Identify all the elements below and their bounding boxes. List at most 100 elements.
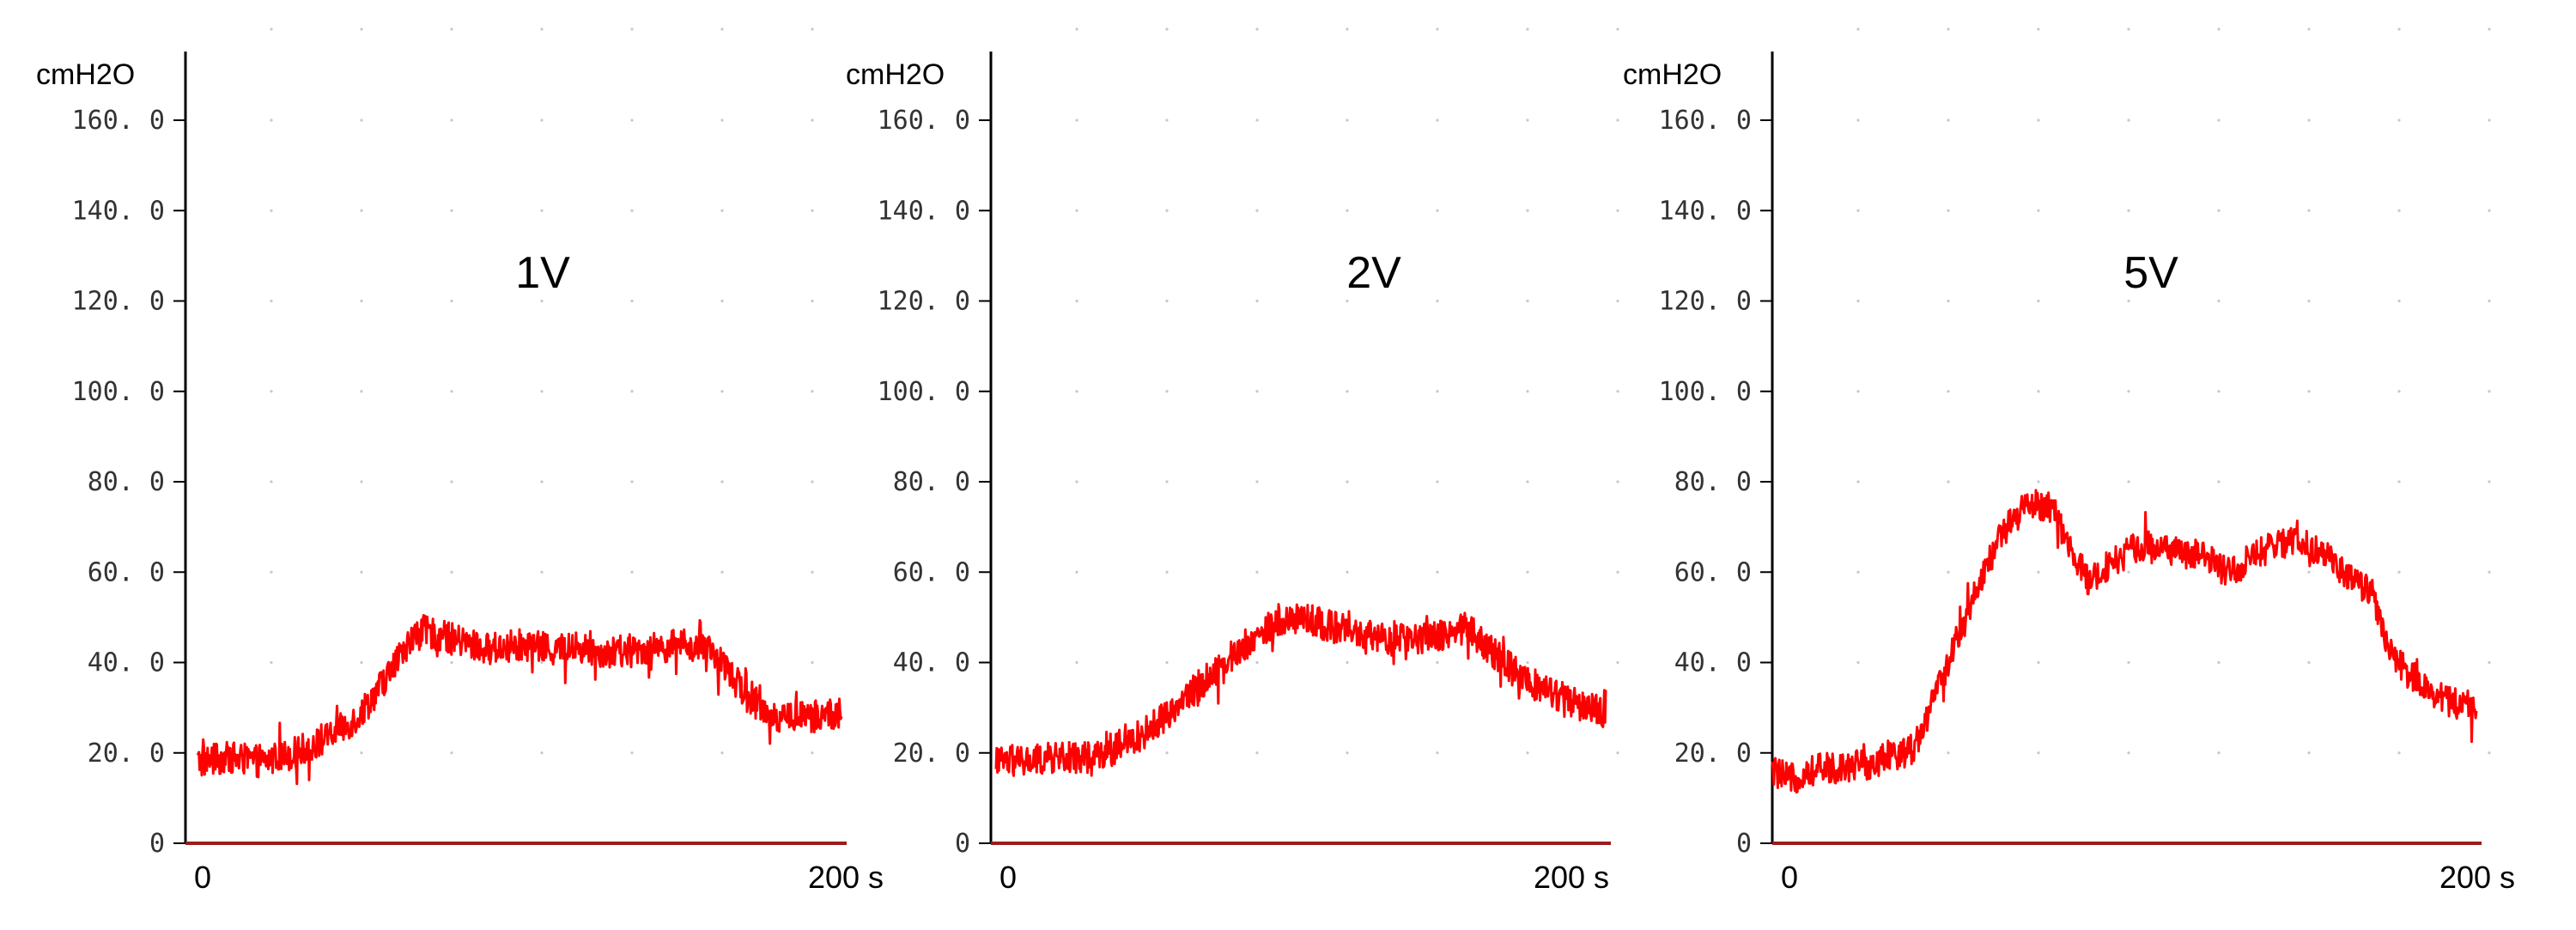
grid-dot xyxy=(540,570,544,574)
grid-dot xyxy=(270,390,273,393)
grid-dot xyxy=(2037,299,2040,303)
grid-dot xyxy=(1947,209,1950,212)
grid-dot xyxy=(1165,751,1169,755)
grid-dot xyxy=(811,299,814,303)
grid-dot xyxy=(2397,209,2401,212)
y-tick-label: 140. 0 xyxy=(878,196,970,226)
grid-dot xyxy=(1255,480,1259,483)
grid-dot xyxy=(720,209,724,212)
grid-dot xyxy=(1947,570,1950,574)
grid-dot xyxy=(1346,390,1349,393)
grid-dot xyxy=(811,570,814,574)
y-tick-label: 0 xyxy=(1736,829,1752,859)
grid-dot xyxy=(1346,209,1349,212)
y-tick-label: 140. 0 xyxy=(1659,196,1752,226)
grid-dot xyxy=(270,209,273,212)
grid-dot xyxy=(540,209,544,212)
grid-dot xyxy=(2217,119,2221,122)
grid-dot xyxy=(1075,660,1078,665)
grid-dot xyxy=(1436,751,1439,755)
grid-dot xyxy=(1616,119,1619,122)
grid-dot xyxy=(1436,119,1439,122)
grid-dot xyxy=(1346,480,1349,483)
y-tick-label: 60. 0 xyxy=(893,557,970,587)
grid-dot xyxy=(2397,27,2401,31)
panel-title: 1V xyxy=(515,248,570,298)
panel-title: 2V xyxy=(1346,248,1401,298)
y-tick-label: 20. 0 xyxy=(1674,739,1752,769)
grid-dot xyxy=(2488,660,2491,665)
y-tick-label: 40. 0 xyxy=(893,648,970,678)
grid-dot xyxy=(360,209,363,212)
grid-dot xyxy=(2037,209,2040,212)
grid-dot xyxy=(1075,570,1078,574)
chart-panel-2: cmH2O 0 20. 0 40. 0 60. 0 80. 0 100. 0 120. 0 14… xyxy=(846,27,1619,895)
y-tick-label: 20. 0 xyxy=(88,739,165,769)
grid-dot xyxy=(1526,209,1529,212)
grid-dot xyxy=(270,299,273,303)
grid-dot xyxy=(2307,751,2311,755)
grid-dot xyxy=(2127,119,2130,122)
grid-dot xyxy=(360,480,363,483)
grid-dot xyxy=(2217,480,2221,483)
chart-panel-3: cmH2O 0 20. 0 40. 0 60. 0 80. 0 100. 0 120. 0 14… xyxy=(1623,27,2515,895)
grid-dot xyxy=(1436,299,1439,303)
grid-dot xyxy=(1856,480,1860,483)
grid-dot xyxy=(2217,390,2221,393)
grid-dot xyxy=(1856,570,1860,574)
x-tick-label-end: 200 s xyxy=(808,860,884,895)
grid-dot xyxy=(360,299,363,303)
y-tick-label: 0 xyxy=(149,829,165,859)
grid-dot xyxy=(450,570,453,574)
grid-dot xyxy=(1255,570,1259,574)
y-tick-label: 100. 0 xyxy=(1659,377,1752,407)
grid-dot xyxy=(2307,570,2311,574)
grid-dot xyxy=(270,570,273,574)
grid-dot xyxy=(1616,570,1619,574)
y-unit-label: cmH2O xyxy=(36,58,135,91)
grid-dot xyxy=(450,480,453,483)
y-unit-label: cmH2O xyxy=(846,58,945,91)
y-tick-label: 40. 0 xyxy=(1674,648,1752,678)
y-tick-label: 100. 0 xyxy=(72,377,165,407)
grid-dot xyxy=(1616,660,1619,665)
grid-dot xyxy=(360,390,363,393)
grid-dot xyxy=(1856,390,1860,393)
grid-dot xyxy=(2488,209,2491,212)
grid-dot xyxy=(1165,27,1169,31)
grid-dot xyxy=(2127,27,2130,31)
grid-dot xyxy=(2307,27,2311,31)
grid-dot xyxy=(1346,27,1349,31)
grid-dot xyxy=(2037,660,2040,665)
grid-dot xyxy=(2217,27,2221,31)
grid-dot xyxy=(2397,480,2401,483)
y-tick-label: 120. 0 xyxy=(1659,287,1752,317)
grid-dot xyxy=(1947,390,1950,393)
grid-dot xyxy=(1436,390,1439,393)
grid-dot xyxy=(720,480,724,483)
grid-dot xyxy=(1436,27,1439,31)
grid-dot xyxy=(1075,209,1078,212)
grid-dot xyxy=(1165,299,1169,303)
y-tick-label: 60. 0 xyxy=(88,557,165,587)
y-tick-label: 80. 0 xyxy=(88,467,165,497)
grid-dots xyxy=(270,27,814,755)
grid-dot xyxy=(1436,570,1439,574)
grid-dot xyxy=(360,751,363,755)
y-tick-label: 160. 0 xyxy=(878,106,970,136)
grid-dot xyxy=(2037,390,2040,393)
grid-dot xyxy=(360,570,363,574)
grid-dot xyxy=(2488,390,2491,393)
grid-dot xyxy=(1165,660,1169,665)
grid-dot xyxy=(1947,480,1950,483)
grid-dot xyxy=(630,751,634,755)
grid-dot xyxy=(1616,480,1619,483)
grid-dot xyxy=(540,751,544,755)
grid-dot xyxy=(2127,209,2130,212)
grid-dot xyxy=(1346,299,1349,303)
grid-dot xyxy=(1346,119,1349,122)
grid-dot xyxy=(360,119,363,122)
grid-dot xyxy=(2127,299,2130,303)
grid-dot xyxy=(811,119,814,122)
grid-dot xyxy=(270,27,273,31)
